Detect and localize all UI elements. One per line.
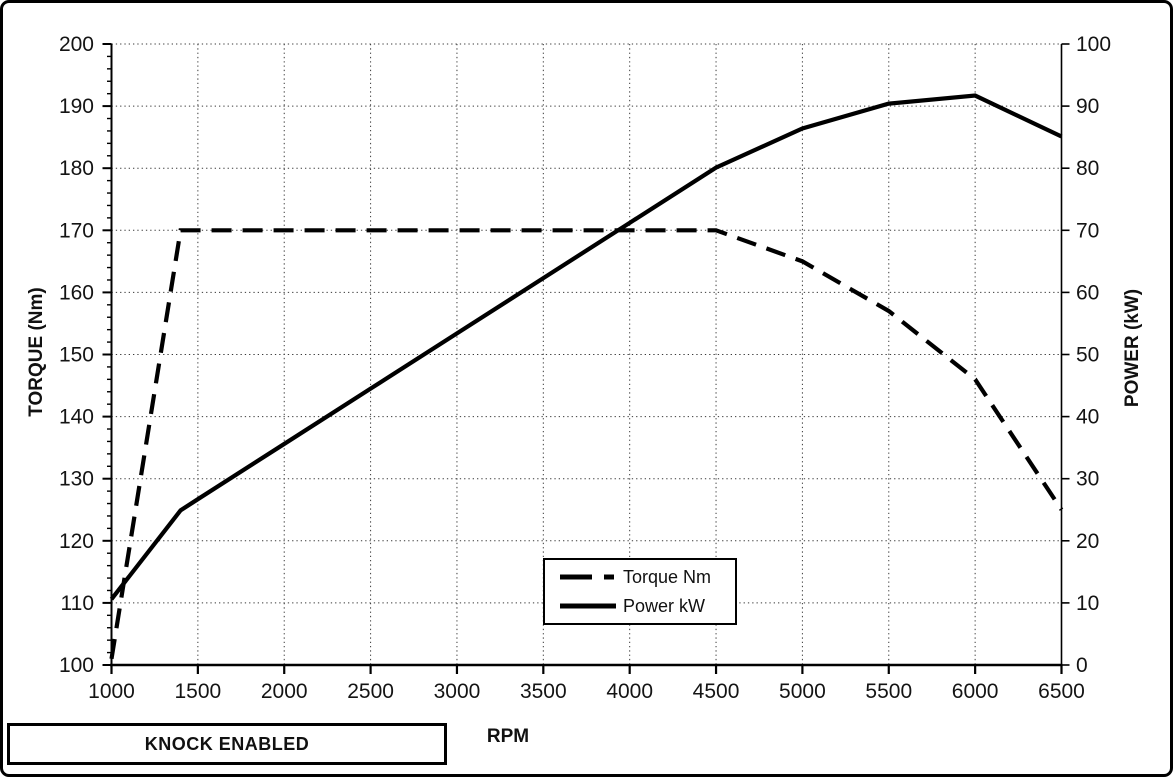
left-axis-tick-label: 140 bbox=[59, 406, 94, 429]
right-axis-tick-label: 70 bbox=[1076, 219, 1099, 242]
torque-dashed-line-icon bbox=[560, 574, 616, 580]
left-axis-tick-label: 130 bbox=[59, 468, 94, 491]
left-axis-tick-label: 150 bbox=[59, 344, 94, 367]
left-axis-tick-label: 110 bbox=[61, 592, 94, 615]
x-axis-tick-label: 2500 bbox=[347, 680, 394, 703]
legend-label-power: Power kW bbox=[623, 595, 706, 616]
right-axis-tick-label: 100 bbox=[1076, 33, 1111, 56]
x-axis-tick-label: 1500 bbox=[175, 680, 222, 703]
x-axis-tick-label: 6000 bbox=[952, 680, 999, 703]
x-axis-tick-label: 5000 bbox=[779, 680, 826, 703]
left-axis-tick-label: 120 bbox=[59, 530, 94, 553]
right-axis-tick-label: 20 bbox=[1076, 530, 1099, 553]
left-axis-tick-label: 190 bbox=[59, 95, 94, 118]
right-axis-tick-label: 50 bbox=[1076, 344, 1099, 367]
legend: Torque Nm Power kW bbox=[543, 558, 737, 625]
knock-enabled-label: KNOCK ENABLED bbox=[144, 733, 310, 754]
right-axis-tick-label: 40 bbox=[1076, 406, 1099, 429]
power-solid-line-icon bbox=[560, 603, 616, 609]
right-axis-tick-label: 30 bbox=[1076, 468, 1099, 491]
right-axis-title: POWER (kW) bbox=[1122, 288, 1143, 408]
x-axis-tick-label: 1000 bbox=[88, 680, 135, 703]
left-axis-title: TORQUE (Nm) bbox=[26, 287, 47, 417]
x-axis-tick-label: 6500 bbox=[1038, 680, 1085, 703]
x-axis-title: RPM bbox=[486, 726, 530, 747]
x-axis-tick-label: 2000 bbox=[261, 680, 308, 703]
right-axis-tick-label: 80 bbox=[1076, 157, 1099, 180]
left-axis-tick-label: 170 bbox=[59, 219, 94, 242]
knock-enabled-box: KNOCK ENABLED bbox=[7, 723, 447, 765]
left-axis-tick-label: 180 bbox=[59, 157, 94, 180]
legend-label-torque: Torque Nm bbox=[623, 566, 712, 587]
right-axis-tick-label: 60 bbox=[1076, 281, 1099, 304]
x-axis-tick-label: 3500 bbox=[520, 680, 567, 703]
x-axis-tick-label: 3000 bbox=[434, 680, 481, 703]
left-axis-tick-label: 100 bbox=[59, 654, 94, 677]
x-axis-tick-label: 5500 bbox=[865, 680, 912, 703]
left-axis-tick-label: 200 bbox=[59, 33, 94, 56]
power-curve bbox=[109, 93, 1063, 601]
x-axis-tick-label: 4000 bbox=[606, 680, 653, 703]
left-axis-tick-label: 160 bbox=[59, 281, 94, 304]
x-axis-tick-label: 4500 bbox=[693, 680, 740, 703]
right-axis-tick-label: 0 bbox=[1076, 654, 1088, 677]
right-axis-tick-label: 90 bbox=[1076, 95, 1099, 118]
right-axis-tick-label: 10 bbox=[1076, 592, 1099, 615]
legend-item-torque: Torque Nm bbox=[558, 563, 735, 591]
legend-item-power: Power kW bbox=[558, 592, 735, 620]
torque-curve bbox=[109, 228, 1064, 660]
